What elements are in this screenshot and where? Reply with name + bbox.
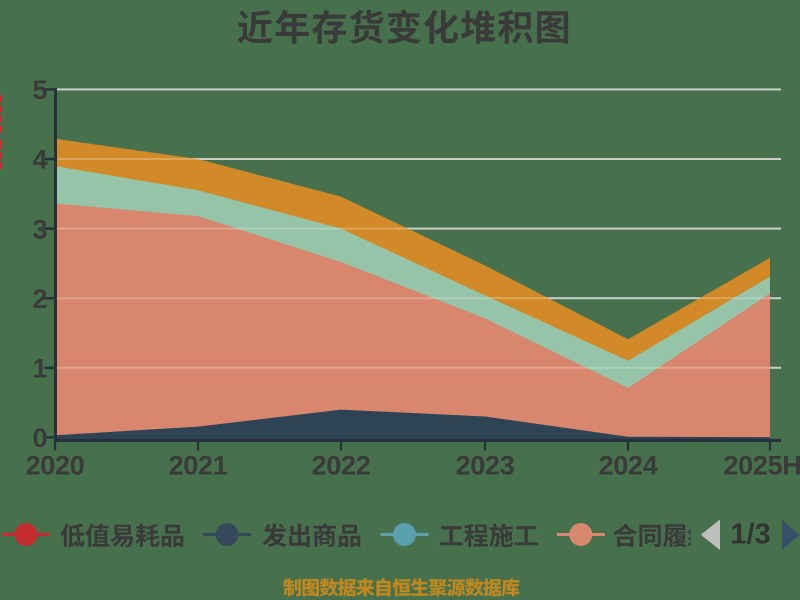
svg-text:2025H: 2025H — [723, 451, 800, 481]
svg-text:4: 4 — [32, 145, 47, 175]
svg-text:0: 0 — [32, 423, 47, 453]
svg-text:2021: 2021 — [169, 451, 228, 481]
svg-text:1/3: 1/3 — [730, 519, 770, 551]
svg-text:2024: 2024 — [599, 451, 658, 481]
svg-text:1: 1 — [32, 354, 47, 384]
svg-text:3: 3 — [32, 214, 47, 244]
svg-text:2022: 2022 — [312, 451, 371, 481]
svg-text:2: 2 — [32, 284, 47, 314]
svg-text:2020: 2020 — [26, 451, 85, 481]
svg-text:2023: 2023 — [456, 451, 515, 481]
svg-text:5: 5 — [32, 75, 47, 105]
